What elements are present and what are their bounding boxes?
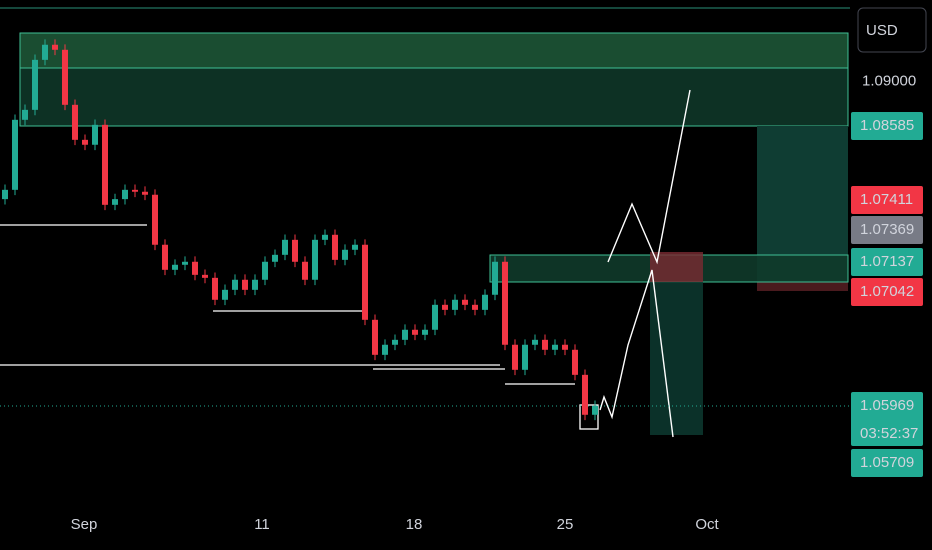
- price-label: 1.07042: [860, 283, 914, 300]
- candle-body: [322, 234, 328, 240]
- candle-body: [592, 405, 598, 415]
- candle-body: [562, 344, 568, 350]
- candle-body: [192, 261, 198, 275]
- price-label-box: [851, 186, 923, 214]
- candle-body: [492, 261, 498, 295]
- candle-body: [52, 44, 58, 50]
- candle-body: [542, 339, 548, 350]
- candle-body: [212, 277, 218, 300]
- candle-body: [362, 244, 368, 320]
- candle-body: [552, 344, 558, 350]
- candle-body: [262, 261, 268, 280]
- price-label-box: [851, 216, 923, 244]
- price-label-box: [851, 392, 923, 446]
- candle-body: [402, 329, 408, 340]
- candle-body: [152, 194, 158, 245]
- candle-body: [352, 244, 358, 250]
- x-tick-label: Oct: [695, 516, 719, 533]
- candle-body: [582, 374, 588, 415]
- candle-body: [222, 289, 228, 300]
- candles: [2, 39, 598, 421]
- candle-body: [122, 189, 128, 200]
- candle-body: [42, 44, 48, 60]
- candle-body: [442, 304, 448, 310]
- candle-body: [512, 344, 518, 370]
- candle-body: [412, 329, 418, 335]
- candle-body: [92, 124, 98, 145]
- range-box: [579, 404, 599, 430]
- price-label: 1.07369: [860, 221, 914, 238]
- candle-body: [382, 344, 388, 355]
- price-label-box: [851, 112, 923, 140]
- short-target: [650, 282, 703, 435]
- price-label-box: [851, 248, 923, 276]
- candle-body: [2, 189, 8, 200]
- candle-body: [572, 349, 578, 375]
- currency-box: [857, 7, 927, 53]
- candle-body: [242, 279, 248, 290]
- price-label: 1.08585: [860, 117, 914, 134]
- y-tick-label: 1.09000: [862, 72, 916, 89]
- candle-body: [522, 344, 528, 370]
- price-label: 1.07411: [860, 191, 913, 208]
- candle-body: [272, 254, 278, 262]
- short-stop: [650, 252, 703, 282]
- candle-body: [62, 49, 68, 105]
- candle-body: [312, 239, 318, 280]
- candle-body: [452, 299, 458, 310]
- candle-body: [472, 304, 478, 310]
- candle-body: [172, 264, 178, 270]
- candle-body: [132, 189, 138, 192]
- x-tick-label: 18: [406, 516, 423, 533]
- countdown: 03:52:37: [860, 425, 918, 442]
- long-position-stop: [757, 282, 848, 291]
- price-label-box: [851, 449, 923, 477]
- zone: [19, 32, 849, 69]
- price-label: 1.05709: [860, 454, 914, 471]
- price-labels: 1.09000 1.08585 1.07411 1.07369 1.07137 1.070…: [851, 72, 923, 477]
- candle-body: [302, 261, 308, 280]
- x-tick-label: 25: [557, 516, 574, 533]
- projection: [607, 89, 691, 265]
- candle-body: [232, 279, 238, 290]
- candle-body: [142, 191, 148, 195]
- price-label: 1.07137: [860, 253, 914, 270]
- candle-body: [182, 261, 188, 265]
- candle-body: [82, 139, 88, 145]
- candle-body: [332, 234, 338, 260]
- candle-body: [292, 239, 298, 262]
- candle-body: [422, 329, 428, 335]
- projection: [599, 269, 674, 438]
- candle-body: [342, 249, 348, 260]
- candle-body: [252, 279, 258, 290]
- price-label-box: [851, 278, 923, 306]
- candle-body: [72, 104, 78, 140]
- candle-body: [202, 274, 208, 278]
- currency: USD: [866, 22, 898, 39]
- candle-body: [282, 239, 288, 255]
- candle-body: [112, 199, 118, 205]
- x-tick-label: 11: [254, 516, 270, 533]
- candle-body: [532, 339, 538, 345]
- x-tick-label: Sep: [71, 516, 98, 533]
- candle-body: [462, 299, 468, 305]
- candle-body: [12, 119, 18, 190]
- candle-body: [162, 244, 168, 270]
- price-label: 1.05969: [860, 397, 914, 414]
- candle-body: [102, 124, 108, 205]
- candle-body: [482, 294, 488, 310]
- candle-body: [372, 319, 378, 355]
- candle-body: [32, 59, 38, 110]
- candle-body: [432, 304, 438, 330]
- support-lines: [0, 224, 599, 430]
- zone: [19, 67, 849, 127]
- candle-body: [22, 109, 28, 120]
- candle-body: [392, 339, 398, 345]
- candle-body: [502, 261, 508, 345]
